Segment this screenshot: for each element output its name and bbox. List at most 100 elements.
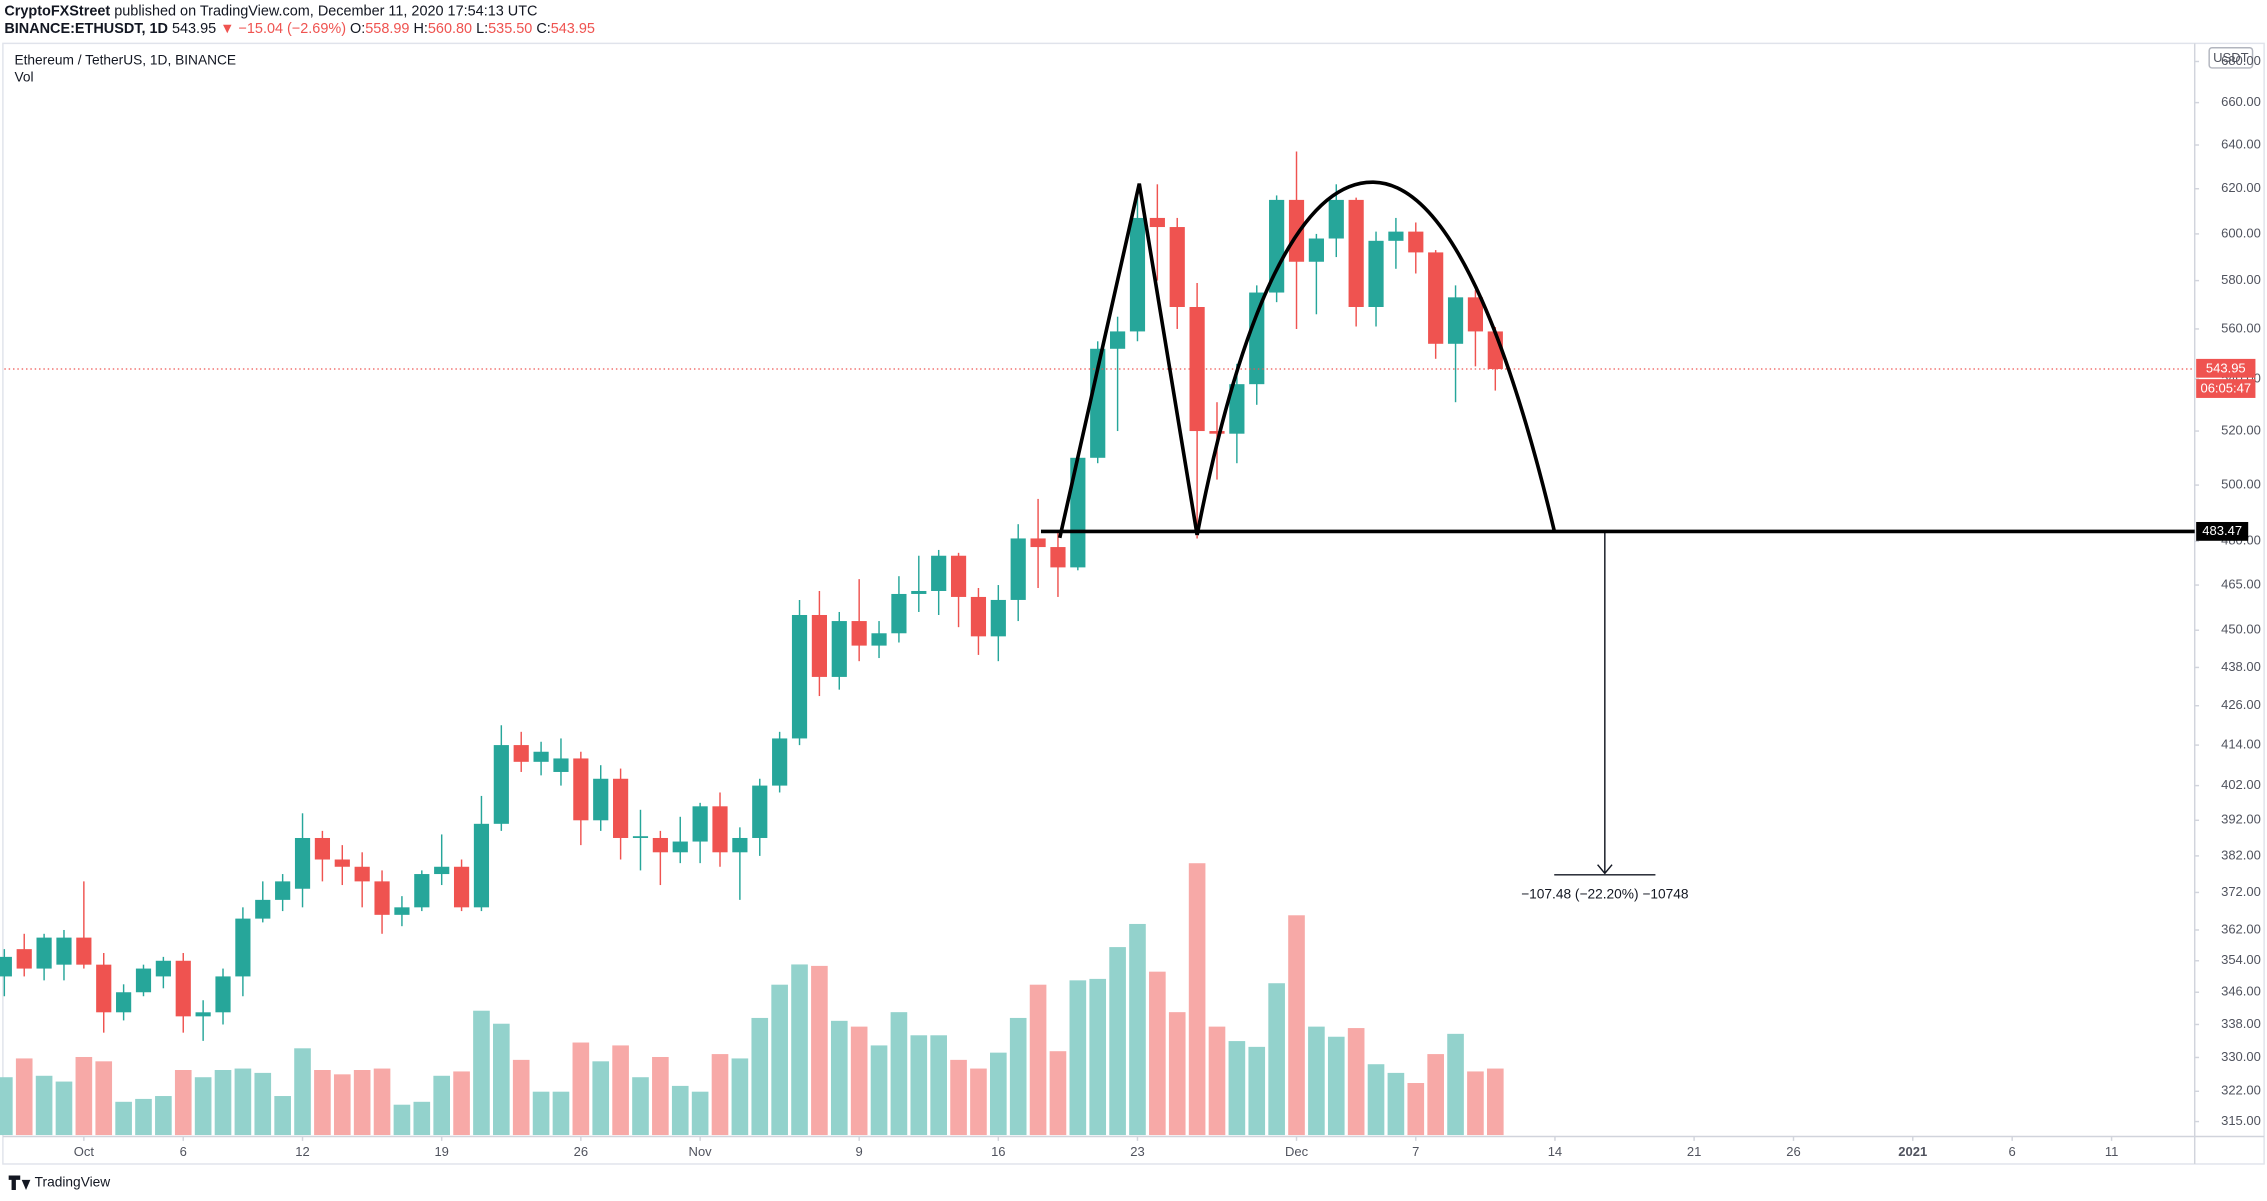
candle-body — [1249, 292, 1265, 385]
header-line-2: BINANCE:ETHUSDT, 1D 543.95 ▼ −15.04 (−2.… — [4, 21, 595, 37]
y-tick-label: 600.00 — [2221, 225, 2261, 240]
candle-body — [672, 841, 688, 853]
volume-bar — [75, 1056, 93, 1136]
volume-bar — [115, 1101, 132, 1136]
volume-bar — [1268, 983, 1285, 1136]
candle-body — [772, 738, 788, 786]
volume-bar — [830, 1020, 848, 1136]
y-tick-label: 402.00 — [2221, 777, 2261, 792]
x-tick-label: 12 — [295, 1144, 309, 1159]
brand-text: TradingView — [35, 1174, 111, 1189]
y-tick-label: 580.00 — [2221, 272, 2261, 287]
volume-bar — [1347, 1028, 1365, 1136]
volume-bar — [532, 1091, 550, 1136]
candle-body — [116, 992, 132, 1013]
volume-bar — [612, 1045, 629, 1136]
chart-frame — [2, 42, 2265, 1165]
volume-bar — [1327, 1036, 1345, 1136]
candle-body — [1308, 238, 1324, 262]
volume-bar — [1387, 1072, 1405, 1136]
candle-body — [36, 937, 52, 969]
volume-bar — [135, 1098, 152, 1136]
candle-body — [414, 874, 430, 908]
candle-body — [593, 778, 609, 821]
published: published on TradingView.com, December 1… — [114, 3, 537, 19]
volume-bar — [811, 965, 828, 1136]
volume-bar — [1029, 984, 1047, 1136]
y-tick-label: 520.00 — [2221, 422, 2261, 437]
volume-bar — [771, 984, 788, 1136]
volume-bar — [652, 1056, 669, 1136]
candle-body — [434, 866, 450, 875]
x-tick-label: 21 — [1687, 1144, 1701, 1159]
candle-body — [911, 590, 927, 594]
y-tick-label: 392.00 — [2221, 812, 2261, 827]
volume-bar — [1447, 1033, 1464, 1136]
author: CryptoFXStreet — [4, 3, 110, 19]
y-tick-label: 438.00 — [2221, 659, 2261, 674]
candle-body — [950, 555, 967, 597]
candle-body — [811, 614, 827, 677]
candle-body — [1010, 538, 1026, 600]
x-tick-label: 23 — [1130, 1144, 1144, 1159]
x-tick-label: Dec — [1285, 1144, 1309, 1159]
volume-bar — [413, 1101, 431, 1136]
candle-body — [1110, 331, 1126, 349]
volume-bar — [55, 1081, 73, 1136]
candle-body — [1070, 457, 1086, 568]
countdown-label: 06:05:47 — [2200, 381, 2251, 396]
volume-bar — [353, 1069, 371, 1136]
volume-bar — [1228, 1041, 1246, 1136]
y-tick-label: 338.00 — [2221, 1016, 2261, 1031]
volume-bar — [254, 1072, 272, 1136]
y-tick-label: 560.00 — [2221, 320, 2261, 335]
measure-label: −107.48 (−22.20%) −10748 — [1521, 887, 1689, 902]
volume-bar — [910, 1035, 928, 1136]
candle-body — [1467, 297, 1484, 332]
volume-bar — [731, 1058, 749, 1136]
chart-title: Ethereum / TetherUS, 1D, BINANCE — [14, 52, 236, 67]
volume-bar — [373, 1068, 391, 1136]
volume-bar — [1288, 915, 1305, 1136]
x-tick-label: 9 — [856, 1144, 863, 1159]
candle-body — [791, 614, 808, 739]
x-tick-label: 14 — [1548, 1144, 1562, 1159]
candle-body — [752, 785, 768, 838]
volume-bar — [751, 1017, 769, 1136]
candle-body — [871, 633, 887, 646]
candle-body — [235, 918, 251, 977]
y-tick-label: 465.00 — [2221, 576, 2261, 591]
countdown-badge — [2196, 379, 2256, 398]
volume-bar — [0, 1077, 13, 1136]
candle-body — [692, 806, 708, 842]
last-price-label: 543.95 — [2206, 360, 2246, 375]
x-tick-label: 26 — [1786, 1144, 1800, 1159]
candle-body — [135, 968, 152, 993]
volume-bar — [671, 1085, 689, 1136]
candle-body — [1447, 297, 1464, 344]
volume-bar — [1069, 980, 1087, 1136]
y-tick-label: 372.00 — [2221, 884, 2261, 899]
volume-bar — [1009, 1017, 1027, 1136]
volume-bar — [1248, 1046, 1266, 1136]
volume-bar — [632, 1077, 649, 1136]
candle-body — [931, 555, 947, 591]
candle-body — [1388, 231, 1404, 241]
neckline-badge — [2196, 521, 2249, 541]
y-tick-label: 450.00 — [2221, 622, 2261, 637]
candle-body — [553, 758, 569, 772]
ohlc-key: O: — [350, 21, 365, 37]
volume-bar — [1129, 923, 1146, 1136]
ohlc-value: 558.99 — [365, 21, 409, 37]
volume-bar — [1188, 863, 1206, 1136]
candle-body — [990, 599, 1006, 637]
candle-body — [493, 745, 509, 824]
candle-body — [1030, 538, 1046, 548]
volume-bar — [214, 1069, 232, 1136]
volume-bar — [1367, 1064, 1385, 1136]
volume-bar — [552, 1091, 570, 1136]
volume-bar — [155, 1096, 172, 1136]
volume-bar — [1149, 971, 1166, 1136]
candle-body — [195, 1012, 211, 1017]
volume-bar — [870, 1045, 888, 1136]
